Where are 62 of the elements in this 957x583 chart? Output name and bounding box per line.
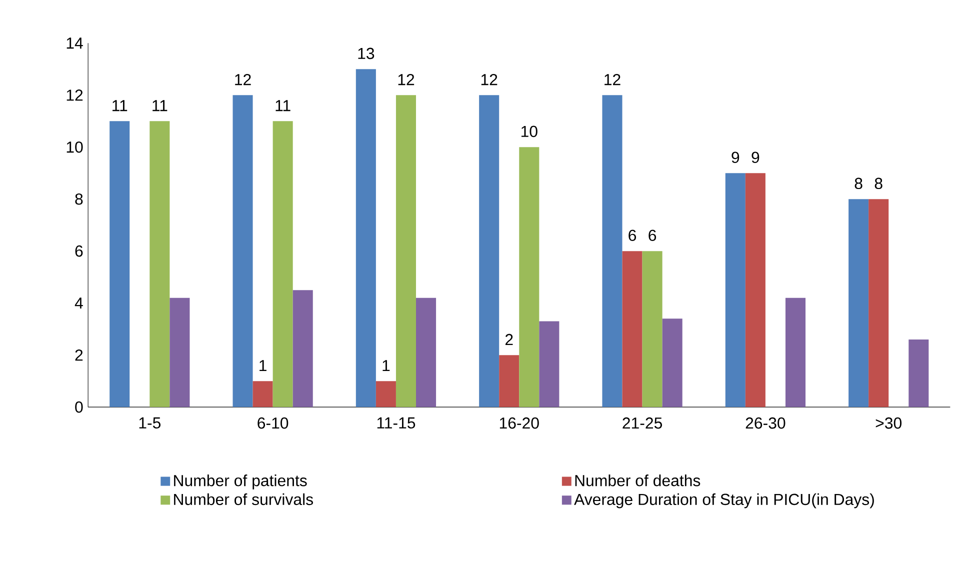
bar xyxy=(908,339,929,407)
bar xyxy=(110,120,130,407)
y-tick-label: 2 xyxy=(75,349,83,361)
y-tick-label: 12 xyxy=(66,89,83,101)
y-tick-label: 0 xyxy=(75,401,83,413)
bar xyxy=(252,380,273,407)
data-label: 9 xyxy=(732,152,740,163)
x-tick-label: 11-15 xyxy=(377,417,416,428)
legend-label: Number of patients xyxy=(174,474,307,490)
data-label: 1 xyxy=(382,360,390,371)
y-tick-label: 4 xyxy=(74,298,83,308)
data-label: 8 xyxy=(874,178,882,189)
data-label: 9 xyxy=(752,152,760,163)
legend-label: Number of survivals xyxy=(174,493,313,505)
bar xyxy=(539,321,560,407)
data-label: 8 xyxy=(854,178,862,189)
legend-label: Number of deaths xyxy=(575,474,700,486)
legend-label: Average Duration of Stay in PICU(in Days) xyxy=(574,493,874,508)
data-label: 11 xyxy=(152,100,168,111)
x-tick-label: >30 xyxy=(876,417,902,429)
bar xyxy=(519,146,540,407)
y-tick-label: 8 xyxy=(75,193,83,205)
bar xyxy=(376,380,396,407)
data-label: 6 xyxy=(648,230,656,241)
data-label: 10 xyxy=(521,126,538,137)
bar xyxy=(868,198,889,407)
data-label: 2 xyxy=(505,334,513,345)
bar xyxy=(725,172,746,407)
bar xyxy=(232,94,253,407)
x-tick-label: 26-30 xyxy=(746,417,786,429)
data-label: 11 xyxy=(112,100,128,111)
y-tick-label: 14 xyxy=(66,38,83,48)
x-tick-label: 21-25 xyxy=(622,417,662,429)
bar xyxy=(150,120,170,407)
data-label: 12 xyxy=(604,74,620,85)
data-label: 6 xyxy=(628,230,636,241)
bar xyxy=(416,298,436,407)
bar xyxy=(785,298,806,407)
x-tick-label: 16-20 xyxy=(500,417,539,429)
data-label: 12 xyxy=(481,74,498,85)
data-label: 12 xyxy=(398,74,414,85)
bar xyxy=(292,290,313,407)
data-label: 1 xyxy=(260,360,266,371)
bar xyxy=(602,94,622,407)
bar xyxy=(848,198,869,407)
bar xyxy=(499,354,520,407)
y-tick-label: 6 xyxy=(75,245,83,257)
data-label: 13 xyxy=(358,48,374,59)
x-tick-label: 1-5 xyxy=(139,417,160,428)
bar xyxy=(642,250,662,407)
bar xyxy=(170,298,190,407)
data-label: 12 xyxy=(235,74,251,85)
bar xyxy=(479,94,500,407)
bar xyxy=(272,120,293,407)
x-tick-label: 6-10 xyxy=(258,417,288,429)
data-label: 11 xyxy=(276,100,290,111)
y-tick-label: 10 xyxy=(66,141,83,153)
bar xyxy=(745,172,766,407)
bar xyxy=(396,94,416,407)
bar xyxy=(622,250,642,407)
bar xyxy=(662,318,682,407)
bar xyxy=(356,68,376,407)
